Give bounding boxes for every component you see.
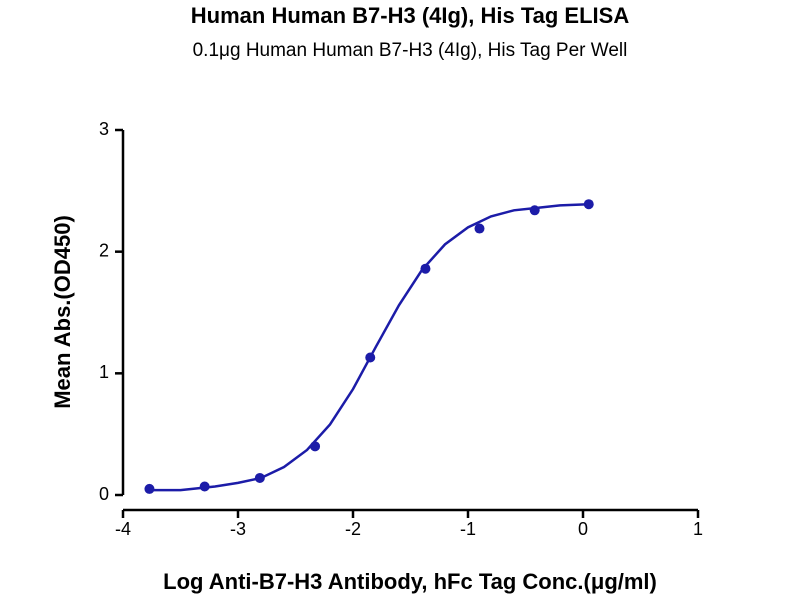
x-tick-label: -4 [115,519,131,539]
x-tick-label: 0 [578,519,588,539]
y-tick-label: 3 [99,119,109,139]
x-tick-label: 1 [693,519,703,539]
y-axis-label: Mean Abs.(OD450) [50,215,75,409]
chart-title: Human Human B7-H3 (4Ig), His Tag ELISA [191,3,630,28]
x-axis-label: Log Anti-B7-H3 Antibody, hFc Tag Conc.(μ… [163,569,657,594]
x-tick-label: -3 [230,519,246,539]
chart-subtitle: 0.1μg Human Human B7-H3 (4Ig), His Tag P… [193,40,628,61]
y-tick-label: 1 [99,362,109,382]
data-point [474,223,485,234]
fit-curve [146,202,589,492]
data-point [420,263,431,274]
x-tick-label: -2 [345,519,361,539]
y-tick-label: 0 [99,484,109,504]
x-tick-label: -1 [460,519,476,539]
y-tick-label: 2 [99,240,109,260]
